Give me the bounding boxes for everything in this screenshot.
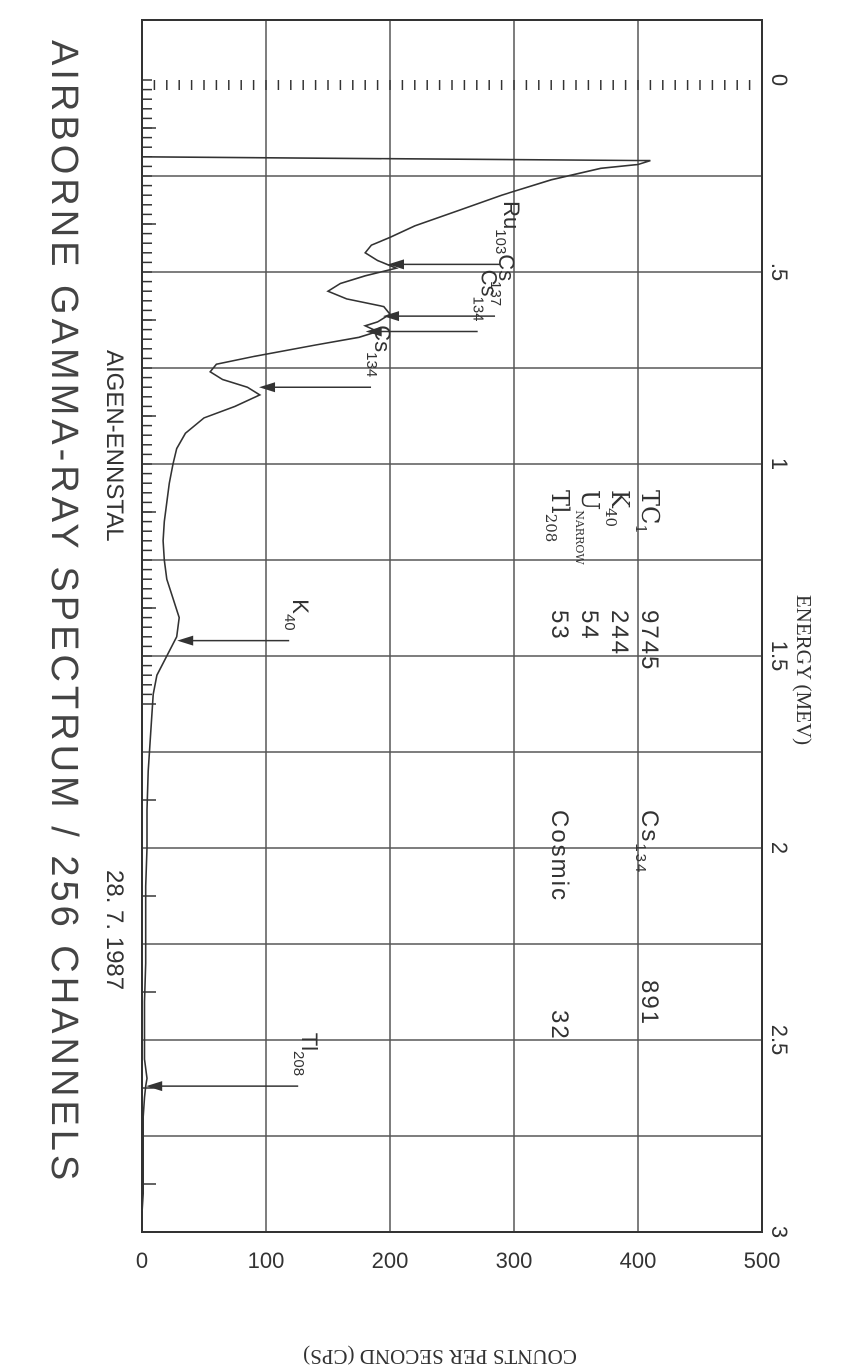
x-tick-label: 2.5 <box>767 1025 792 1056</box>
y-tick-label: 100 <box>248 1248 285 1273</box>
axis-ticks <box>141 79 763 1185</box>
peak-label: Cs134 <box>363 325 395 377</box>
y-tick-label: 200 <box>372 1248 409 1273</box>
x-axis-title: ENERGY (MEV) <box>792 595 816 745</box>
chart-location: AIGEN-ENNSTAL <box>101 350 128 542</box>
y-tick-label: 500 <box>744 1248 781 1273</box>
chart-title: AIRBORNE GAMMA-RAY SPECTRUM / 256 CHANNE… <box>43 40 85 1184</box>
info-row-value: 53 <box>546 610 573 641</box>
y-tick-label: 400 <box>620 1248 657 1273</box>
tick-labels: 0 .5 1 1.5 2 2.5 3 0 100 200 300 400 500 <box>136 74 792 1273</box>
info-row-value: 891 <box>636 980 663 1026</box>
x-tick-label: 1 <box>767 458 792 470</box>
y-tick-label: 0 <box>136 1248 148 1273</box>
peak-arrow-head <box>177 635 194 646</box>
x-tick-label: 3 <box>767 1226 792 1238</box>
x-tick-label: 2 <box>767 842 792 854</box>
chart-date: 28. 7. 1987 <box>101 870 128 990</box>
peak-label: Cs134 <box>470 270 502 322</box>
info-row-label: UNARROW <box>573 490 604 565</box>
peak-arrow-head <box>388 259 404 270</box>
peak-arrow-head <box>383 311 400 322</box>
info-row-label: Cs134 <box>632 810 663 874</box>
info-row-value: 9745 <box>636 610 663 671</box>
info-row-label: TC1 <box>632 490 664 534</box>
y-tick-label: 300 <box>496 1248 533 1273</box>
y-axis-title: COUNTS PER SECOND (CPS) <box>303 1345 577 1369</box>
peak-arrow-head <box>146 1081 163 1092</box>
peak-label: K40 <box>281 599 313 630</box>
info-table: TC1 9745 K40 244 UNARROW 54 Tl208 53 Cs134 891 Cos… <box>542 490 664 1041</box>
plot-frame <box>141 19 763 1233</box>
x-tick-label: 1.5 <box>767 641 792 672</box>
grid <box>142 20 762 1233</box>
x-tick-label: .5 <box>767 263 792 281</box>
peak-arrow-head <box>259 382 276 393</box>
peak-label: Tl208 <box>290 1033 322 1076</box>
info-row-value: 54 <box>576 610 603 641</box>
x-tick-label: 0 <box>767 74 792 86</box>
info-row-label: Tl208 <box>542 490 574 542</box>
info-row-label: Cosmic <box>546 810 573 902</box>
info-row-label: K40 <box>602 490 634 527</box>
info-row-value: 244 <box>606 610 633 656</box>
peak-arrow-head <box>365 326 382 337</box>
spectrum-series-line <box>141 156 651 1213</box>
info-row-value: 32 <box>546 1010 573 1041</box>
peak-label: Ru103 <box>492 201 524 254</box>
peak-label: Cs137 <box>487 254 519 306</box>
